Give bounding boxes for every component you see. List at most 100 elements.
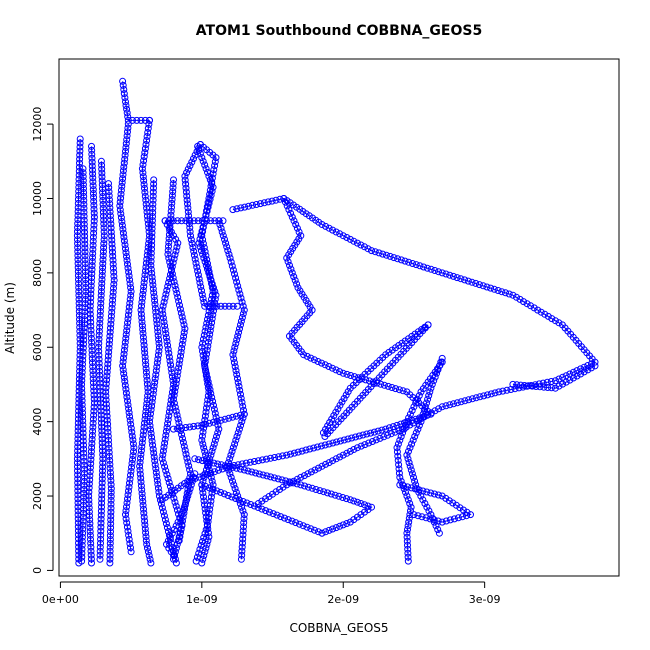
data-point	[577, 370, 585, 378]
data-point	[394, 456, 402, 464]
data-point	[88, 150, 96, 158]
data-point	[211, 158, 219, 166]
data-point	[148, 225, 156, 233]
data-point	[126, 540, 134, 548]
data-point	[272, 488, 280, 496]
data-point	[160, 512, 168, 520]
data-point	[106, 551, 114, 559]
data-point	[584, 366, 592, 374]
data-point	[80, 461, 88, 469]
data-point	[150, 180, 158, 188]
data-point	[78, 368, 86, 376]
data-point	[348, 434, 356, 442]
data-point	[203, 350, 210, 358]
data-point	[187, 236, 195, 244]
data-point	[81, 232, 89, 240]
data-point	[120, 374, 128, 381]
data-point	[587, 360, 595, 368]
data-point	[339, 369, 347, 377]
data-point	[106, 204, 114, 212]
data-point	[331, 491, 339, 499]
data-point	[153, 324, 161, 332]
data-point	[148, 273, 156, 281]
data-point	[368, 247, 375, 255]
data-point	[353, 498, 361, 506]
data-point	[240, 511, 248, 519]
data-point	[79, 525, 87, 533]
data-point	[336, 230, 344, 238]
data-point	[80, 185, 87, 192]
data-point	[74, 527, 82, 535]
data-point	[89, 427, 97, 435]
data-point	[148, 233, 156, 241]
data-point	[98, 272, 106, 279]
data-point	[74, 252, 82, 260]
data-point	[146, 555, 154, 563]
data-point	[75, 311, 83, 319]
data-point	[120, 163, 128, 171]
data-point	[78, 389, 86, 396]
data-point	[120, 159, 128, 167]
data-point	[107, 324, 114, 332]
data-point	[149, 196, 157, 204]
data-point	[182, 450, 190, 458]
data-point	[230, 355, 238, 363]
data-point	[203, 319, 211, 327]
data-point	[185, 220, 193, 228]
data-point	[248, 468, 256, 476]
data-point	[90, 209, 98, 217]
data-point	[199, 440, 207, 448]
data-point	[393, 444, 401, 452]
data-point	[450, 515, 458, 523]
data-point	[404, 541, 411, 549]
data-point	[405, 514, 413, 522]
data-point	[88, 258, 96, 265]
data-point	[318, 462, 326, 470]
data-point	[178, 424, 186, 432]
data-point	[126, 416, 134, 424]
data-point	[186, 224, 194, 232]
data-point	[207, 323, 215, 331]
data-point	[202, 261, 210, 269]
data-point	[219, 232, 227, 240]
data-point	[335, 492, 343, 500]
data-point	[74, 224, 82, 232]
data-point	[86, 472, 94, 480]
data-point	[105, 448, 113, 456]
data-point	[87, 282, 95, 290]
data-point	[321, 361, 329, 369]
data-point	[516, 295, 524, 303]
data-point	[82, 276, 90, 284]
data-point	[124, 120, 132, 128]
data-point	[140, 505, 147, 513]
data-point	[434, 366, 442, 374]
data-point	[426, 388, 434, 396]
data-point	[166, 533, 174, 541]
data-point	[97, 519, 105, 527]
data-point	[149, 192, 157, 200]
data-point	[138, 490, 146, 498]
data-point	[170, 395, 177, 403]
series-line	[194, 458, 373, 534]
data-point	[269, 490, 276, 498]
data-point	[78, 376, 86, 384]
data-point	[151, 300, 159, 308]
data-point	[74, 479, 82, 487]
data-point	[458, 513, 466, 521]
data-point	[89, 166, 96, 174]
data-point	[126, 276, 134, 284]
data-point	[528, 382, 536, 390]
data-point	[88, 347, 96, 354]
data-point	[476, 393, 484, 401]
data-point	[119, 77, 127, 85]
data-point	[177, 348, 185, 356]
data-point	[204, 338, 212, 346]
data-point	[170, 278, 178, 286]
data-point	[104, 352, 112, 360]
data-point	[206, 505, 214, 513]
data-point	[138, 443, 146, 451]
data-point	[80, 336, 88, 344]
data-point	[255, 470, 263, 478]
data-point	[238, 298, 246, 306]
data-point	[136, 462, 144, 470]
